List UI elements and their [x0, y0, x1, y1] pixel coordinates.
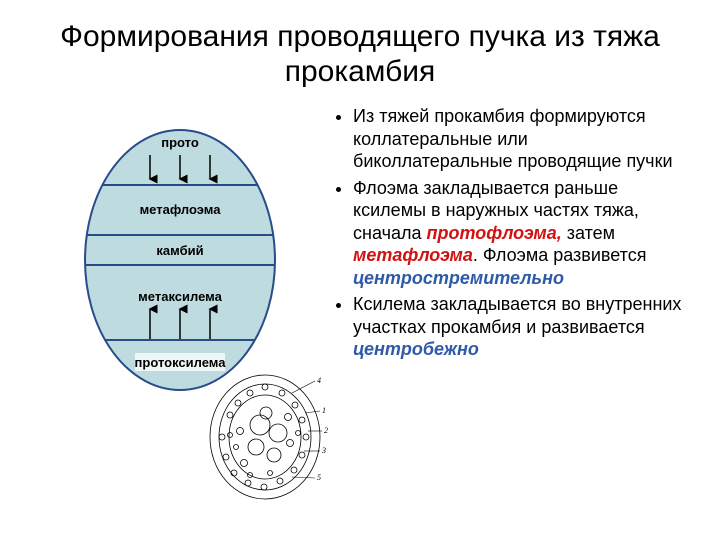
list-item: Из тяжей прокамбия формируются коллатера…	[353, 105, 690, 173]
svg-text:2: 2	[324, 426, 328, 435]
slide: Формирования проводящего пучка из тяжа п…	[0, 0, 720, 540]
svg-text:5: 5	[317, 473, 321, 482]
label-cambium: камбий	[80, 243, 280, 258]
emphasis-red: метафлоэма	[353, 245, 473, 265]
label-metaphloem: метафлоэма	[80, 202, 280, 217]
content-row: прото метафлоэма камбий метаксилема прот…	[30, 105, 690, 485]
text-run: . Флоэма развивется	[473, 245, 647, 265]
right-column: Из тяжей прокамбия формируются коллатера…	[331, 105, 690, 485]
label-proto: прото	[80, 135, 280, 150]
vascular-bundle-diagram: прото метафлоэма камбий метаксилема прот…	[80, 125, 280, 395]
svg-text:1: 1	[322, 406, 326, 415]
list-item: Флоэма закладывается раньше ксилемы в на…	[353, 177, 690, 290]
text-run: Ксилема закладывается во внутренних учас…	[353, 294, 681, 337]
svg-text:4: 4	[317, 376, 321, 385]
svg-text:3: 3	[321, 446, 326, 455]
cross-section-drawing: 4 1 2 3 5	[200, 365, 330, 505]
emphasis-red: протофлоэма,	[427, 223, 562, 243]
text-run: затем	[562, 223, 615, 243]
emphasis-blue: центробежно	[353, 339, 479, 359]
label-metaxylem: метаксилема	[80, 289, 280, 304]
page-title: Формирования проводящего пучка из тяжа п…	[30, 20, 690, 89]
list-item: Ксилема закладывается во внутренних учас…	[353, 293, 690, 361]
emphasis-blue: центростремительно	[353, 268, 564, 288]
text-run: Из тяжей прокамбия формируются коллатера…	[353, 106, 672, 171]
bullet-list: Из тяжей прокамбия формируются коллатера…	[331, 105, 690, 361]
left-column: прото метафлоэма камбий метаксилема прот…	[30, 105, 321, 485]
